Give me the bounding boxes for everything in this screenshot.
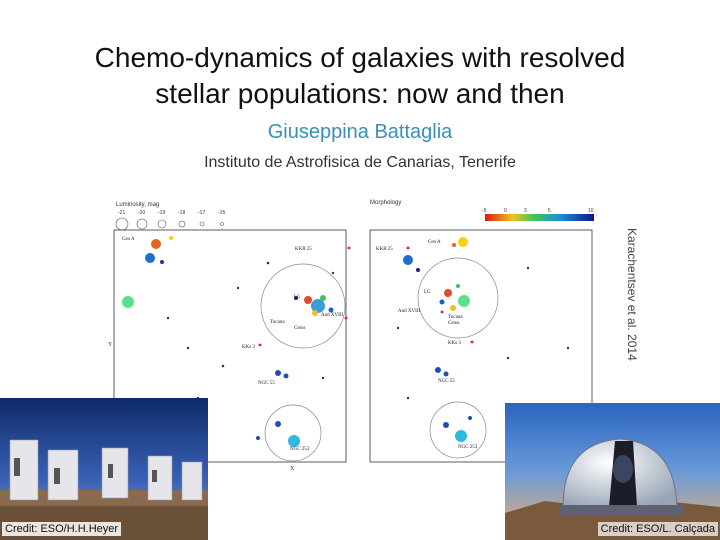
author-name: Giuseppina Battaglia (267, 121, 453, 143)
left-label: NGC 253 (290, 447, 310, 452)
left-legend-tick: -15 (218, 210, 225, 216)
left-legend-tick: -18 (178, 210, 185, 216)
right-label: NGC 55 (438, 379, 455, 384)
left-label: Cetus (294, 326, 305, 331)
elt-photo: Credit: ESO/L. Calçada (505, 403, 720, 540)
title-line-2: stellar populations: now and then (155, 78, 565, 109)
left-legend-tick: -20 (138, 210, 145, 216)
right-label: Tucana (448, 315, 463, 320)
right-label: Cetus (448, 321, 459, 326)
left-label: Cen A (122, 237, 135, 242)
left-legend-title: Luminosity, mag (116, 202, 159, 208)
right-legend-tick: 0 (504, 208, 507, 214)
right-panel: Morphology -5 0 3 5 10 (369, 200, 594, 463)
slide-title: Chemo-dynamics of galaxies with resolved… (60, 40, 660, 112)
left-label: LG (294, 295, 301, 300)
left-legend-tick: -17 (198, 210, 205, 216)
right-label: Cen A (428, 240, 441, 245)
left-panel: Luminosity, mag -21 -20 -19 -18 -17 -15 (108, 202, 351, 472)
left-label: Tucana (270, 320, 285, 325)
credit-left: Credit: ESO/H.H.Heyer (2, 522, 122, 536)
galaxy-map-figure: Luminosity, mag -21 -20 -19 -18 -17 -15 (108, 198, 600, 488)
figure-citation: Karachentsev et al. 2014 (625, 228, 639, 361)
right-label: NGC 253 (458, 445, 478, 450)
vlt-photo: Credit: ESO/H.H.Heyer (0, 398, 208, 540)
right-label: KKR 25 (376, 247, 393, 252)
right-label: And XVIII (398, 309, 420, 314)
right-label: KKs 3 (448, 341, 461, 346)
left-legend-tick: -19 (158, 210, 165, 216)
right-legend-tick: 5 (548, 208, 551, 214)
right-legend-tick: -5 (482, 208, 487, 214)
left-label: KKs 3 (242, 345, 255, 350)
left-legend-tick: -21 (118, 210, 125, 216)
right-legend-tick: 10 (588, 208, 594, 214)
left-x-axis-label: X (290, 466, 295, 472)
left-label: KKR 25 (295, 247, 312, 252)
left-label: NGC 55 (258, 381, 275, 386)
right-legend-title: Morphology (370, 200, 401, 206)
title-line-1: Chemo-dynamics of galaxies with resolved (94, 42, 626, 73)
left-y-axis-label: Y (108, 342, 113, 348)
affiliation: Instituto de Astrofisica de Canarias, Te… (204, 154, 516, 171)
right-legend-tick: 3 (524, 208, 527, 214)
credit-right: Credit: ESO/L. Calçada (597, 522, 718, 536)
right-label: LG (424, 290, 431, 295)
left-label: And XVIII (321, 313, 343, 318)
